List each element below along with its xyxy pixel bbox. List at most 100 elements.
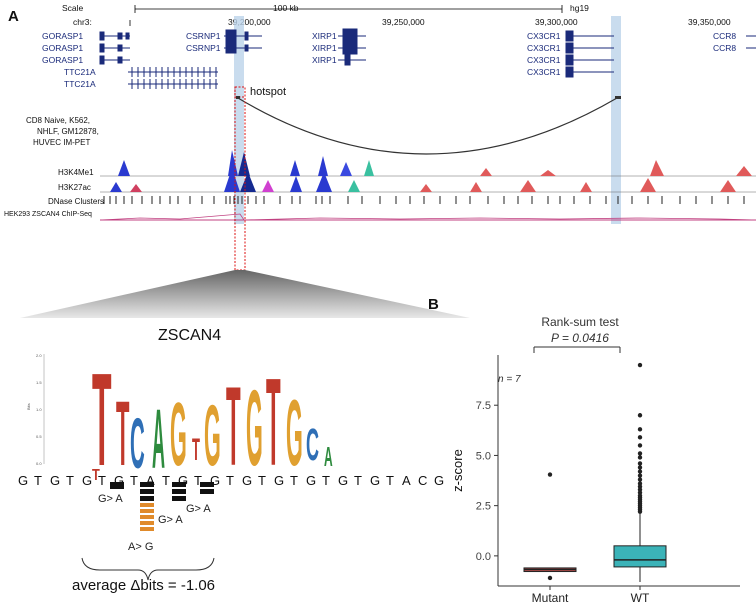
seq-base: T (130, 473, 138, 488)
gene-label: CX3CR1 (527, 55, 561, 65)
logo-letter-small: T (92, 467, 100, 485)
logo-letter-T: T (116, 382, 129, 485)
outlier-point (637, 487, 643, 492)
logo-tick: 2.0 (36, 353, 42, 358)
logo-letter-G: G (204, 388, 221, 484)
impet-label-line3: HUVEC IM-PET (33, 138, 91, 147)
seq-base: T (66, 473, 74, 488)
gene-label: CCR8 (713, 31, 737, 41)
gene-label: XIRP1 (312, 31, 337, 41)
mutation-bar (172, 489, 186, 494)
gene-label: TTC21A (64, 67, 96, 77)
impet-interaction-arc (237, 97, 618, 155)
gene-label: XIRP1 (312, 55, 337, 65)
mutation-bar (140, 509, 154, 513)
mutation-bar (140, 515, 154, 519)
logo-letter-T: T (192, 433, 200, 468)
motif-title: ZSCAN4 (158, 327, 222, 344)
panel-b-label: B (428, 296, 439, 313)
motif-logo-panel: 2.0 1.5 1.0 0.5 0.0 Bits T T T C A G T G… (18, 347, 444, 581)
mutation-bars (110, 482, 214, 531)
test-label: Rank-sum test (541, 315, 619, 329)
seq-base: T (354, 473, 362, 488)
y-tick-label: 0.0 (476, 551, 491, 563)
logo-tick: 0.5 (36, 434, 42, 439)
seq-base: T (290, 473, 298, 488)
seq-base: G (178, 473, 188, 488)
seq-base: G (242, 473, 252, 488)
outlier-point (637, 362, 643, 368)
gene-label: GORASP1 (42, 55, 84, 65)
mutation-bar (200, 489, 214, 494)
logo-letter-T: T (266, 353, 281, 492)
outlier-point (637, 481, 643, 486)
mutation-bar (140, 496, 154, 501)
sequence-logo: T T T C A G T G T G T G C A (92, 347, 333, 494)
track-label-h3k4me1: H3K4Me1 (58, 168, 94, 177)
n-label: n = 7 (498, 374, 521, 385)
impet-label-line1: CD8 Naive, K562, (26, 116, 91, 125)
outlier-point (547, 575, 553, 581)
y-tick-label: 7.5 (476, 400, 491, 412)
mutation-bar (140, 527, 154, 531)
seq-base: G (434, 473, 444, 488)
outlier-point (637, 451, 643, 456)
logo-tick: 1.0 (36, 407, 42, 412)
hotspot-label: hotspot (250, 86, 287, 98)
ttc21a-exons (131, 67, 217, 89)
mutation-labels: G> A G> A G> A A> G (98, 493, 211, 553)
cx3cr1-highlight-band (611, 16, 621, 224)
mutation-bar (140, 489, 154, 494)
seq-base: A (402, 473, 411, 488)
outlier-point (637, 477, 643, 482)
scale-value: 100 kb (273, 3, 299, 13)
logo-letter-T: T (226, 365, 241, 489)
outlier-point (637, 509, 643, 514)
gene-label: GORASP1 (42, 31, 84, 41)
track-label-h3k27ac: H3K27ac (58, 183, 91, 192)
y-axis-label: z-score (450, 449, 465, 492)
average-delta-bits-label: average Δbits = -1.06 (72, 577, 216, 594)
mutation-bar (140, 521, 154, 525)
gene-label: CX3CR1 (527, 31, 561, 41)
track-label-chipseq: HEK293 ZSCAN4 ChIP-Seq (4, 211, 92, 218)
coord-1: 39,200,000 (228, 17, 271, 27)
chrom-label: chr3: (73, 17, 92, 27)
range-brace (81, 557, 215, 581)
mutation-bar (140, 482, 154, 487)
outlier-point (637, 427, 643, 432)
seq-base: T (226, 473, 234, 488)
gene-label: GORASP1 (42, 43, 84, 53)
h3k27ac-signal (100, 168, 756, 193)
y-tick-label: 5.0 (476, 450, 491, 462)
h3k4me1-signal (100, 150, 756, 177)
seq-base: G (18, 473, 28, 488)
mutation-label: G> A (158, 514, 183, 526)
hotspot-highlight-band (234, 16, 244, 224)
assembly-label: hg19 (570, 3, 589, 13)
mutation-bar (172, 496, 186, 501)
y-tick-label: 2.5 (476, 501, 491, 513)
seq-base: A (146, 473, 155, 488)
seq-base: G (82, 473, 92, 488)
seq-base: T (34, 473, 42, 488)
coord-2: 39,250,000 (382, 17, 425, 27)
gene-models (99, 28, 756, 85)
reference-sequence: G T G T G T G T A T G T G T G T G T G T … (18, 473, 444, 488)
x-tick-label: Mutant (532, 591, 569, 605)
track-label-dnase: DNase Clusters (48, 197, 105, 206)
outlier-point (637, 413, 643, 418)
seq-base: T (386, 473, 394, 488)
seq-base: C (418, 473, 427, 488)
significance-bracket (533, 346, 621, 353)
scale-label: Scale (62, 3, 84, 13)
outlier-point (637, 469, 643, 474)
logo-letter-G: G (246, 368, 263, 489)
seq-base: G (306, 473, 316, 488)
seq-base: G (210, 473, 220, 488)
mutation-bar (172, 482, 186, 487)
mutation-label: A> G (128, 541, 153, 553)
mutation-bar (140, 503, 154, 507)
gene-label: CX3CR1 (527, 67, 561, 77)
gene-label: XIRP1 (312, 43, 337, 53)
